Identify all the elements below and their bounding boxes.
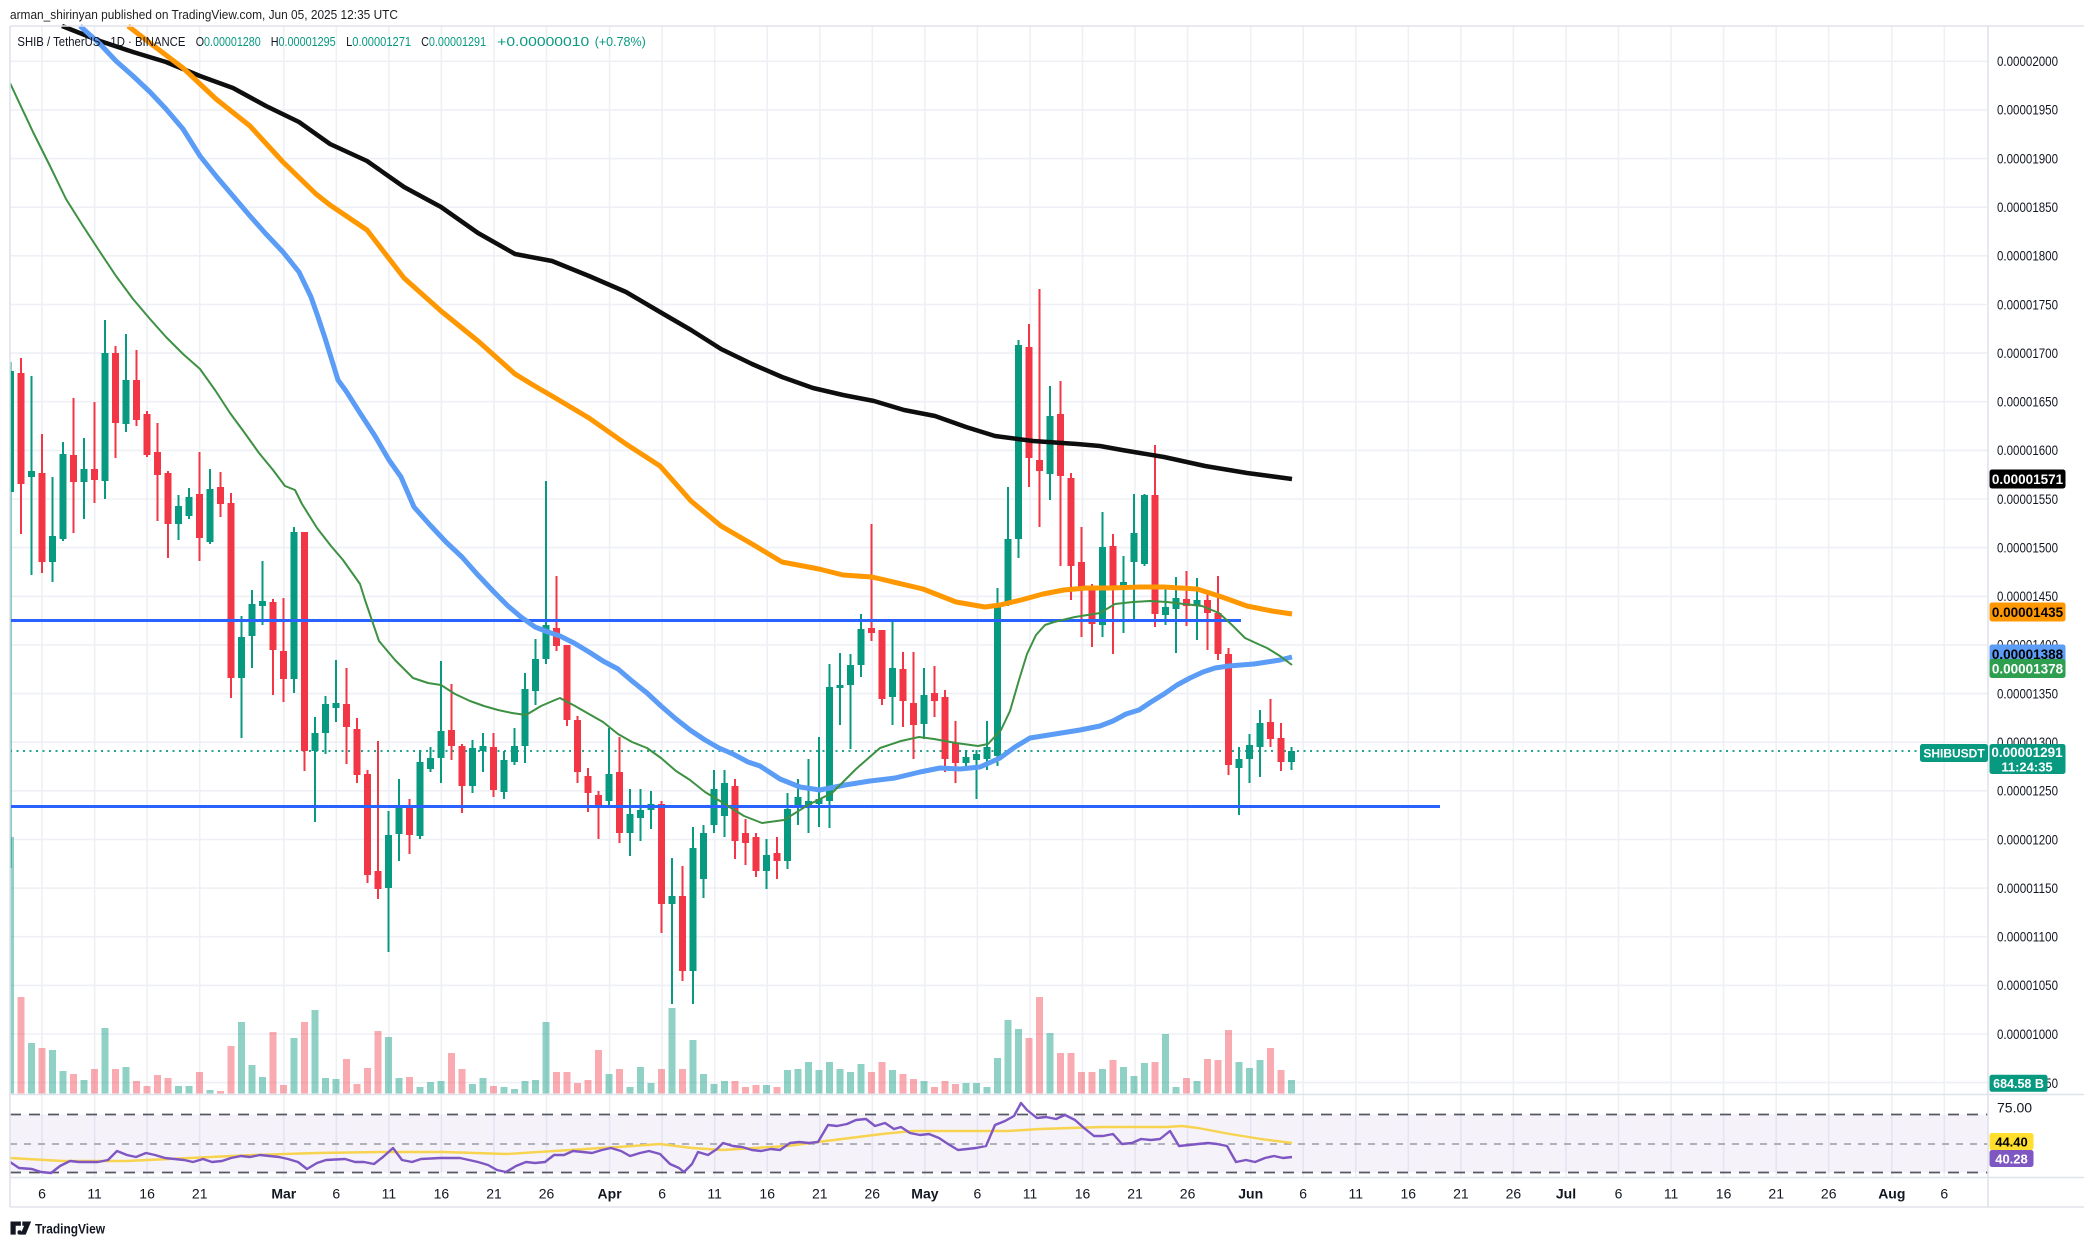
svg-text:Jul: Jul — [1556, 1186, 1576, 1202]
svg-text:6: 6 — [658, 1186, 666, 1202]
svg-text:11: 11 — [1023, 1186, 1038, 1202]
svg-text:0.00001350: 0.00001350 — [1997, 685, 2058, 701]
svg-text:21: 21 — [486, 1186, 502, 1202]
svg-text:0.00001200: 0.00001200 — [1997, 831, 2058, 847]
svg-text:11: 11 — [87, 1186, 102, 1202]
svg-text:11: 11 — [1349, 1186, 1364, 1202]
svg-text:SHIBUSDT: SHIBUSDT — [1923, 747, 1985, 761]
svg-text:0.00001450: 0.00001450 — [1997, 588, 2058, 604]
svg-text:Aug: Aug — [1878, 1186, 1905, 1202]
svg-text:0.00001650: 0.00001650 — [1997, 394, 2058, 410]
svg-text:0.00001600: 0.00001600 — [1997, 442, 2058, 458]
svg-text:6: 6 — [1940, 1186, 1948, 1202]
svg-text:684.58 B: 684.58 B — [1993, 1077, 2044, 1091]
svg-text:11: 11 — [382, 1186, 397, 1202]
svg-text:40.28: 40.28 — [1995, 1151, 2028, 1166]
svg-text:16: 16 — [1716, 1186, 1732, 1202]
svg-text:11: 11 — [707, 1186, 722, 1202]
svg-text:6: 6 — [1615, 1186, 1623, 1202]
svg-text:21: 21 — [1768, 1186, 1784, 1202]
svg-text:26: 26 — [1821, 1186, 1837, 1202]
svg-text:6: 6 — [974, 1186, 982, 1202]
svg-text:21: 21 — [812, 1186, 828, 1202]
svg-text:L0.00001271: L0.00001271 — [346, 35, 411, 49]
svg-text:May: May — [911, 1186, 938, 1202]
svg-text:0.00001500: 0.00001500 — [1997, 539, 2058, 555]
svg-text:16: 16 — [434, 1186, 450, 1202]
svg-text:Apr: Apr — [598, 1186, 623, 1202]
svg-text:0.00001900: 0.00001900 — [1997, 150, 2058, 166]
svg-text:26: 26 — [1180, 1186, 1196, 1202]
svg-text:6: 6 — [332, 1186, 340, 1202]
svg-text:26: 26 — [1506, 1186, 1522, 1202]
svg-text:0.00001000: 0.00001000 — [1997, 1026, 2058, 1042]
svg-text:H0.00001295: H0.00001295 — [271, 35, 336, 49]
svg-text:16: 16 — [1075, 1186, 1091, 1202]
svg-text:75.00: 75.00 — [1997, 1099, 2032, 1115]
svg-text:0.00001291: 0.00001291 — [1991, 745, 2063, 760]
svg-text:0.00001550: 0.00001550 — [1997, 491, 2058, 507]
svg-text:16: 16 — [1401, 1186, 1417, 1202]
svg-text:SHIB / TetherUS · 1D · BINANCE: SHIB / TetherUS · 1D · BINANCE — [17, 35, 185, 49]
svg-text:6: 6 — [1299, 1186, 1307, 1202]
svg-text:Jun: Jun — [1238, 1186, 1263, 1202]
svg-text:0.00001700: 0.00001700 — [1997, 345, 2058, 361]
svg-text:(+0.78%): (+0.78%) — [595, 35, 646, 49]
svg-text:11:24:35: 11:24:35 — [2001, 760, 2052, 775]
svg-text:26: 26 — [865, 1186, 881, 1202]
svg-text:0.00001050: 0.00001050 — [1997, 977, 2058, 993]
svg-text:11: 11 — [1664, 1186, 1679, 1202]
svg-text:+0.00000010: +0.00000010 — [497, 35, 589, 49]
svg-text:0.00001378: 0.00001378 — [1992, 661, 2064, 676]
svg-text:0.00001850: 0.00001850 — [1997, 199, 2058, 215]
svg-text:TradingView: TradingView — [35, 1221, 105, 1236]
svg-text:26: 26 — [539, 1186, 555, 1202]
svg-text:0.00001150: 0.00001150 — [1997, 880, 2058, 896]
svg-text:21: 21 — [1453, 1186, 1469, 1202]
svg-text:44.40: 44.40 — [1995, 1134, 2028, 1149]
svg-text:16: 16 — [139, 1186, 155, 1202]
svg-text:16: 16 — [759, 1186, 775, 1202]
svg-text:arman_shirinyan published on T: arman_shirinyan published on TradingView… — [10, 8, 398, 22]
svg-text:21: 21 — [192, 1186, 208, 1202]
svg-text:0.00002000: 0.00002000 — [1997, 53, 2058, 69]
svg-text:0.00001571: 0.00001571 — [1992, 472, 2064, 487]
svg-text:0.00001750: 0.00001750 — [1997, 296, 2058, 312]
svg-text:C0.00001291: C0.00001291 — [421, 35, 486, 49]
svg-text:Mar: Mar — [271, 1186, 296, 1202]
svg-text:0.00001800: 0.00001800 — [1997, 248, 2058, 264]
svg-text:0.00001388: 0.00001388 — [1992, 647, 2064, 662]
svg-text:O0.00001280: O0.00001280 — [196, 35, 261, 49]
svg-text:0.00001435: 0.00001435 — [1992, 605, 2064, 620]
svg-text:0.00001250: 0.00001250 — [1997, 783, 2058, 799]
svg-text:0.00001950: 0.00001950 — [1997, 102, 2058, 118]
svg-text:6: 6 — [38, 1186, 46, 1202]
svg-text:0.00001100: 0.00001100 — [1997, 929, 2058, 945]
svg-text:21: 21 — [1127, 1186, 1143, 1202]
